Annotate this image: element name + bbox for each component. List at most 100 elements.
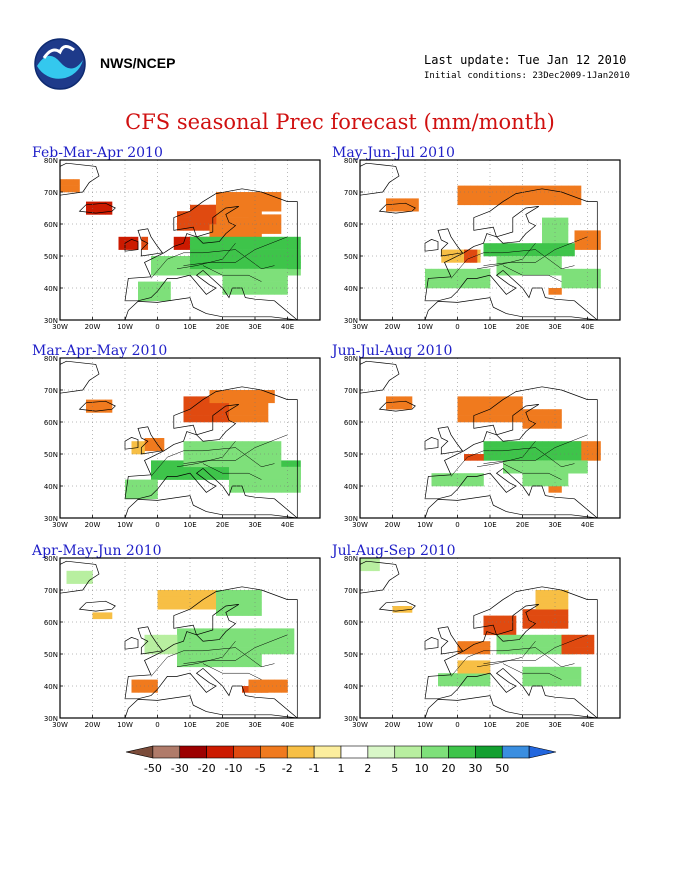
precip-cell [490,396,497,404]
precip-cell [587,641,595,648]
legend-label: 50 [495,762,509,775]
precip-cell [555,249,562,257]
precip-cell [555,256,562,263]
precip-cell [483,666,491,674]
precip-cell [235,288,243,295]
precip-cell [477,454,484,461]
lon-tick-label: 10W [417,521,433,529]
precip-cell [235,466,243,474]
precip-cell [118,236,126,244]
precip-cell [548,622,556,629]
precip-cell [438,275,445,282]
precip-cell [177,628,184,636]
precip-cell [477,679,484,687]
precip-cell [516,243,523,250]
precip-cell [242,409,249,416]
lat-tick-label: 70N [44,189,58,197]
precip-cell [216,641,223,648]
precip-cell [581,281,588,289]
precip-cell [79,577,87,584]
precip-cell [587,275,595,282]
precip-cell [183,596,191,604]
precip-cell [548,602,556,610]
precip-cell [229,654,236,661]
lat-tick-label: 70N [344,189,358,197]
precip-cell [138,679,145,687]
precip-cell [490,198,497,206]
precip-cell [568,268,575,276]
precip-cell [542,256,549,263]
lat-tick-label: 50N [344,253,358,261]
precip-cell [248,415,256,423]
precip-cell [457,415,465,423]
precip-cell [542,666,549,674]
precip-cell [561,666,569,674]
precip-cell [516,185,523,193]
precip-cell [229,473,236,480]
precip-cell [444,275,452,282]
precip-cell [274,204,282,212]
precip-cell [268,641,275,648]
precip-cell [529,647,536,655]
precip-cell [209,654,217,661]
precip-cell [222,390,230,397]
precip-cell [203,249,210,257]
precip-cell [464,268,471,276]
precip-cell [235,596,243,604]
precip-cell [203,268,210,276]
color-legend: -50 -30 -20 -10 -5 -2 -1 1 2 5 10 20 30 50 [125,745,557,775]
lon-tick-label: 40E [281,521,294,529]
precip-cell [261,628,269,636]
precip-cell [248,268,256,276]
precip-cell [229,641,236,648]
lat-tick-label: 60N [344,221,358,229]
precip-cell [209,460,217,468]
precip-cell [164,596,171,604]
precip-cell [196,596,204,604]
precip-cell [587,447,595,455]
precip-cell [386,396,393,404]
precip-cell [229,660,236,668]
precip-cell [399,396,406,404]
precip-cell [216,224,223,231]
precip-cell [177,211,184,218]
precip-cell [281,268,288,276]
precip-cell [229,230,236,238]
precip-cell [216,460,223,468]
precip-cell [470,454,478,461]
precip-cell [477,641,484,648]
precip-cell [183,441,191,448]
precip-cell [177,268,184,276]
precip-cell [464,641,471,648]
lon-tick-label: 40E [581,323,594,331]
precip-cell [248,479,256,487]
legend-label: -5 [255,762,266,775]
precip-cell [183,396,191,404]
precip-cell [235,590,243,597]
precip-cell [196,628,204,636]
precip-cell [242,654,249,661]
precip-cell [222,224,230,231]
precip-cell [229,256,236,263]
precip-cell [574,275,582,282]
precip-cell [529,268,536,276]
lat-tick-label: 30N [344,515,358,523]
precip-cell [451,281,458,289]
precip-cell [222,454,230,461]
precip-cell [268,288,275,295]
precip-cell [268,634,275,642]
precip-cell [574,447,582,455]
precip-cell [287,647,295,655]
precip-cell [248,590,256,597]
legend-swatch [125,745,154,759]
precip-cell [503,198,510,206]
precip-cell [529,460,536,468]
precip-cell [548,441,556,448]
precip-cell [203,211,210,218]
precip-cell [235,654,243,661]
precip-cell [157,281,165,289]
precip-cell [542,466,549,474]
precip-cell [535,634,543,642]
precip-cell [477,396,484,404]
precip-cell [568,441,575,448]
